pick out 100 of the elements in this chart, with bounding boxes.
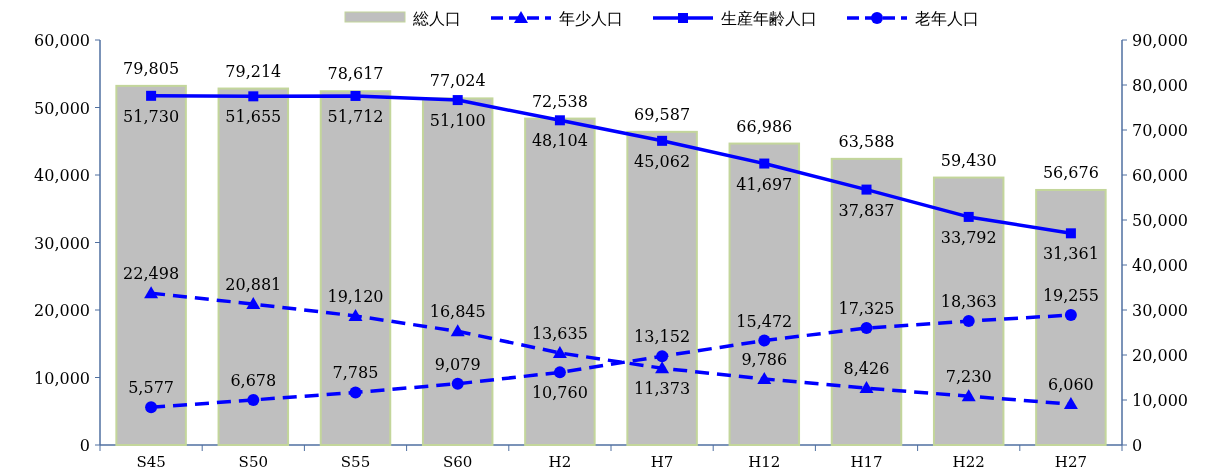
y2-tick-label: 0 [1132, 436, 1143, 455]
data-label: 66,986 [736, 116, 793, 136]
y-tick-label: 60,000 [34, 31, 90, 50]
data-label: 9,786 [741, 349, 788, 369]
legend-label: 総人口 [412, 10, 461, 27]
x-tick-label: H2 [548, 453, 572, 471]
data-label: 13,152 [634, 327, 691, 347]
x-tick-label: H27 [1054, 453, 1087, 471]
data-label: 19,120 [327, 286, 384, 306]
bar [319, 90, 392, 446]
x-tick-label: S60 [443, 453, 473, 471]
y-tick-label: 20,000 [34, 301, 90, 320]
data-label: 77,024 [429, 71, 486, 91]
y2-tick-label: 50,000 [1132, 211, 1188, 230]
point [759, 158, 770, 169]
point [246, 297, 261, 310]
y2-tick-label: 40,000 [1132, 256, 1188, 275]
data-label: 10,760 [531, 383, 588, 403]
data-label: 37,837 [838, 200, 895, 220]
data-label: 18,363 [940, 292, 997, 312]
bar [626, 130, 698, 446]
legend-label: 年少人口 [559, 10, 623, 27]
data-label: 20,881 [225, 275, 282, 295]
data-label: 51,100 [429, 111, 486, 131]
point [145, 401, 158, 414]
y-tick-label: 40,000 [34, 166, 90, 185]
data-label: 51,712 [327, 106, 384, 126]
point [552, 345, 567, 358]
data-label: 13,635 [531, 323, 588, 343]
data-label: 6,678 [230, 370, 277, 390]
legend-label: 老年人口 [915, 10, 979, 27]
data-label: 16,845 [429, 302, 486, 322]
point [350, 90, 361, 101]
y-tick-label: 30,000 [34, 233, 90, 253]
data-label: 9,079 [434, 354, 481, 374]
y2-tick-label: 90,000 [1132, 31, 1188, 50]
point [146, 90, 157, 101]
point [349, 386, 362, 399]
point [348, 308, 363, 321]
data-label: 17,325 [838, 299, 895, 319]
data-label: 31,361 [1042, 244, 1099, 264]
data-label: 72,538 [531, 91, 588, 111]
data-label: 78,617 [327, 64, 384, 84]
point [1063, 397, 1078, 410]
data-label: 11,373 [634, 379, 691, 399]
y2-tick-label: 80,000 [1132, 76, 1188, 95]
data-label: 69,587 [634, 104, 691, 124]
point [860, 322, 873, 335]
point [452, 95, 463, 106]
data-label: 19,255 [1042, 286, 1099, 306]
data-label: 51,730 [123, 106, 180, 126]
point [1064, 309, 1077, 322]
x-tick-label: H22 [952, 453, 985, 471]
x-tick-label: H12 [748, 453, 781, 471]
bar [115, 84, 187, 446]
data-label: 79,805 [123, 58, 180, 78]
point [451, 377, 464, 390]
x-tick-label: H17 [850, 453, 883, 471]
point [657, 135, 668, 146]
data-label: 22,498 [123, 264, 180, 284]
x-tick-label: H7 [650, 453, 674, 471]
point [450, 324, 465, 337]
data-label: 41,697 [736, 174, 793, 194]
data-label: 7,230 [945, 367, 992, 387]
point [757, 371, 772, 384]
data-label: 6,060 [1047, 375, 1094, 395]
bar [830, 157, 903, 446]
point [758, 334, 771, 347]
legend-label: 生産年齢人口 [721, 10, 817, 27]
point [962, 315, 975, 328]
point [861, 184, 872, 195]
data-label: 48,104 [531, 131, 588, 151]
bar [932, 176, 1005, 446]
x-tick-label: S45 [136, 453, 166, 471]
y2-tick-label: 70,000 [1132, 121, 1188, 140]
data-label: 8,426 [843, 359, 890, 379]
bar [728, 142, 801, 446]
point [859, 381, 874, 394]
x-tick-label: S50 [238, 453, 268, 471]
y-tick-label: 10,000 [34, 368, 90, 388]
data-label: 63,588 [838, 131, 895, 151]
bar [421, 97, 494, 446]
data-label: 59,430 [940, 150, 997, 170]
point [1065, 228, 1076, 239]
y2-tick-label: 20,000 [1132, 346, 1188, 365]
x-tick-label: S55 [340, 453, 371, 471]
y2-tick-label: 60,000 [1132, 166, 1188, 185]
point [248, 91, 259, 102]
point [655, 361, 670, 374]
data-label: 45,062 [634, 151, 691, 171]
data-label: 15,472 [736, 311, 793, 331]
data-label: 5,577 [128, 378, 175, 398]
data-label: 7,785 [332, 363, 379, 383]
bar [1035, 188, 1107, 446]
y-tick-label: 50,000 [34, 98, 90, 118]
point [554, 115, 565, 126]
data-label: 51,655 [225, 107, 282, 127]
bar [217, 87, 290, 446]
bar [524, 117, 596, 446]
point [553, 366, 566, 379]
